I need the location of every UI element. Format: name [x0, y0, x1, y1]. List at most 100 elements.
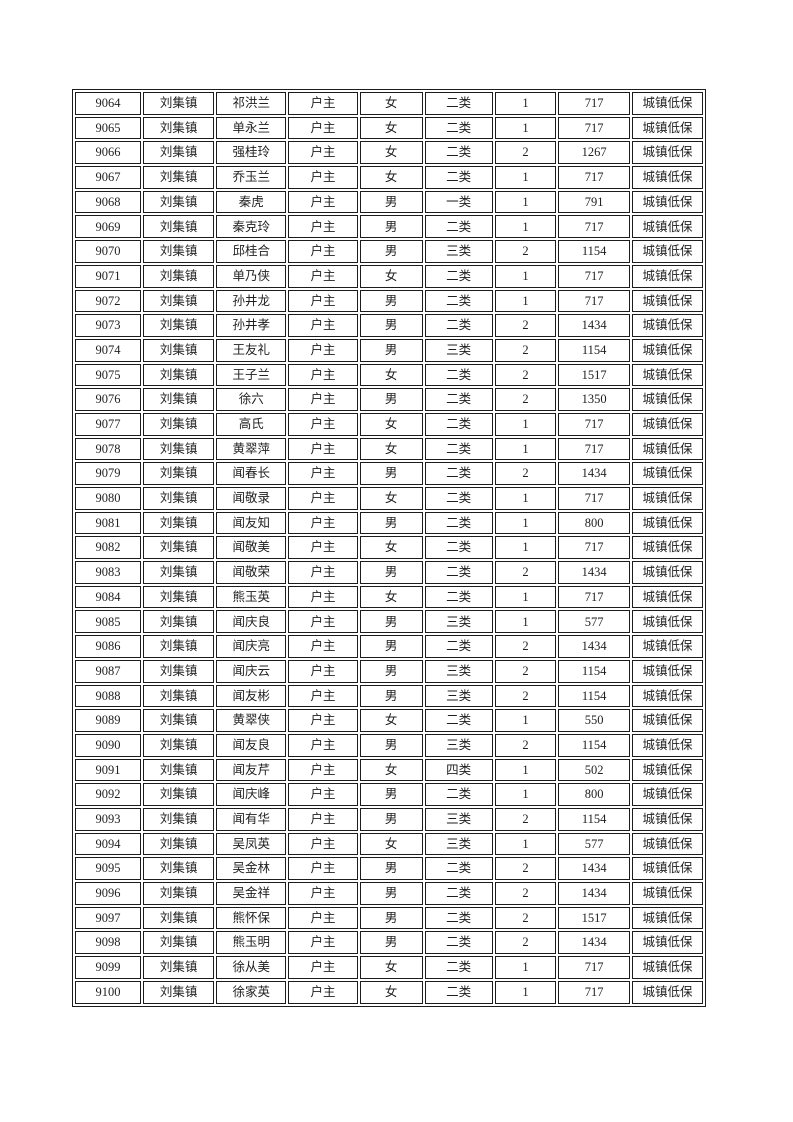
cell-relation: 户主 — [288, 412, 358, 436]
cell-gender: 男 — [359, 388, 423, 411]
cell-gender: 男 — [359, 561, 423, 584]
cell-gender: 男 — [359, 807, 423, 831]
cell-type: 城镇低保 — [631, 412, 703, 436]
cell-serial: 9097 — [75, 906, 142, 930]
cell-name: 闻敬录 — [216, 487, 287, 510]
cell-count: 1 — [494, 215, 557, 239]
cell-type: 城镇低保 — [631, 610, 703, 634]
cell-relation: 户主 — [288, 709, 358, 732]
cell-name: 闻有华 — [216, 807, 287, 831]
cell-type: 城镇低保 — [631, 92, 703, 115]
cell-type: 城镇低保 — [631, 832, 703, 856]
cell-town: 刘集镇 — [143, 388, 215, 411]
cell-count: 1 — [494, 437, 557, 461]
cell-category: 二类 — [424, 437, 493, 461]
cell-relation: 户主 — [288, 832, 358, 856]
table-row: 9083 刘集镇 闻敬荣 户主男二类 2 1434 城镇低保 — [75, 561, 703, 584]
cell-amount: 717 — [558, 92, 630, 115]
cell-serial: 9074 — [75, 338, 142, 362]
cell-amount: 717 — [558, 956, 630, 979]
cell-type: 城镇低保 — [631, 980, 703, 1004]
cell-gender: 女 — [359, 264, 423, 288]
cell-town: 刘集镇 — [143, 215, 215, 239]
cell-category: 三类 — [424, 832, 493, 856]
cell-count: 2 — [494, 388, 557, 411]
table-row: 9069 刘集镇 秦克玲 户主男二类 1 717 城镇低保 — [75, 215, 703, 239]
table-row: 9067 刘集镇 乔玉兰 户主女二类 1 717 城镇低保 — [75, 166, 703, 189]
cell-amount: 1154 — [558, 240, 630, 263]
table-row: 9096 刘集镇 吴金祥 户主男二类 2 1434 城镇低保 — [75, 882, 703, 905]
cell-town: 刘集镇 — [143, 906, 215, 930]
cell-amount: 717 — [558, 116, 630, 140]
cell-gender: 男 — [359, 610, 423, 634]
welfare-recipients-table: 9064 刘集镇 祁洪兰 户主女二类 1 717 城镇低保 9065 刘集镇 单永兰 户主女二类 1 7… — [72, 89, 706, 1007]
cell-category: 二类 — [424, 536, 493, 560]
cell-type: 城镇低保 — [631, 956, 703, 979]
cell-category: 二类 — [424, 906, 493, 930]
cell-count: 2 — [494, 906, 557, 930]
cell-relation: 户主 — [288, 561, 358, 584]
cell-serial: 9095 — [75, 857, 142, 880]
cell-amount: 1154 — [558, 659, 630, 683]
cell-category: 二类 — [424, 585, 493, 609]
table-row: 9091 刘集镇 闻友芹 户主女四类 1 502 城镇低保 — [75, 758, 703, 782]
cell-relation: 户主 — [288, 733, 358, 757]
cell-relation: 户主 — [288, 462, 358, 485]
cell-type: 城镇低保 — [631, 240, 703, 263]
cell-category: 二类 — [424, 956, 493, 979]
cell-town: 刘集镇 — [143, 783, 215, 806]
cell-town: 刘集镇 — [143, 166, 215, 189]
cell-gender: 男 — [359, 684, 423, 708]
cell-amount: 1154 — [558, 807, 630, 831]
cell-type: 城镇低保 — [631, 709, 703, 732]
cell-gender: 男 — [359, 733, 423, 757]
cell-count: 1 — [494, 783, 557, 806]
cell-name: 秦虎 — [216, 190, 287, 214]
cell-type: 城镇低保 — [631, 116, 703, 140]
cell-amount: 550 — [558, 709, 630, 732]
cell-gender: 女 — [359, 363, 423, 387]
cell-relation: 户主 — [288, 956, 358, 979]
cell-type: 城镇低保 — [631, 536, 703, 560]
cell-amount: 1154 — [558, 338, 630, 362]
cell-serial: 9082 — [75, 536, 142, 560]
cell-name: 闻友良 — [216, 733, 287, 757]
cell-gender: 男 — [359, 906, 423, 930]
cell-amount: 717 — [558, 289, 630, 313]
cell-category: 二类 — [424, 412, 493, 436]
cell-name: 单永兰 — [216, 116, 287, 140]
cell-gender: 男 — [359, 190, 423, 214]
table-row: 9080 刘集镇 闻敬录 户主女二类 1 717 城镇低保 — [75, 487, 703, 510]
table-row: 9093 刘集镇 闻有华 户主男三类 2 1154 城镇低保 — [75, 807, 703, 831]
cell-gender: 男 — [359, 857, 423, 880]
cell-count: 2 — [494, 561, 557, 584]
cell-relation: 户主 — [288, 116, 358, 140]
cell-relation: 户主 — [288, 240, 358, 263]
cell-gender: 男 — [359, 462, 423, 485]
cell-count: 2 — [494, 462, 557, 485]
cell-relation: 户主 — [288, 314, 358, 337]
cell-relation: 户主 — [288, 980, 358, 1004]
cell-count: 1 — [494, 92, 557, 115]
cell-town: 刘集镇 — [143, 980, 215, 1004]
cell-amount: 717 — [558, 585, 630, 609]
cell-serial: 9085 — [75, 610, 142, 634]
table-row: 9097 刘集镇 熊怀保 户主男二类 2 1517 城镇低保 — [75, 906, 703, 930]
cell-town: 刘集镇 — [143, 758, 215, 782]
table-row: 9094 刘集镇 吴凤英 户主女三类 1 577 城镇低保 — [75, 832, 703, 856]
cell-serial: 9087 — [75, 659, 142, 683]
cell-amount: 717 — [558, 437, 630, 461]
cell-serial: 9091 — [75, 758, 142, 782]
cell-count: 1 — [494, 832, 557, 856]
cell-count: 1 — [494, 758, 557, 782]
cell-gender: 男 — [359, 240, 423, 263]
cell-name: 闻友芹 — [216, 758, 287, 782]
cell-town: 刘集镇 — [143, 264, 215, 288]
cell-serial: 9073 — [75, 314, 142, 337]
cell-category: 三类 — [424, 338, 493, 362]
cell-amount: 577 — [558, 832, 630, 856]
cell-amount: 800 — [558, 511, 630, 535]
table-row: 9068 刘集镇 秦虎 户主男一类 1 791 城镇低保 — [75, 190, 703, 214]
cell-town: 刘集镇 — [143, 832, 215, 856]
cell-town: 刘集镇 — [143, 487, 215, 510]
